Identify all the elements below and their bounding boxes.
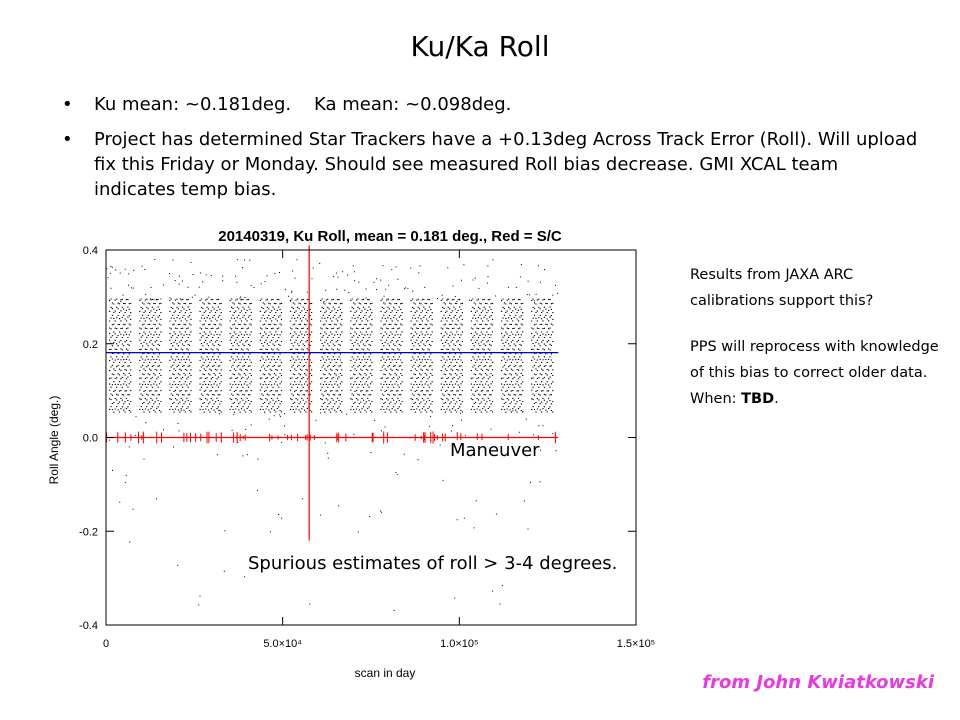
bullet-item: • Ku mean: ~0.181deg. Ka mean: ~0.098deg… xyxy=(62,92,922,117)
x-tick-label: 0 xyxy=(103,638,109,650)
bullet-text: Ku mean: ~0.181deg. Ka mean: ~0.098deg. xyxy=(94,94,512,115)
maneuver-label: Maneuver xyxy=(450,440,540,461)
series-lines xyxy=(106,245,559,541)
x-tick-label: 5.0×10⁴ xyxy=(263,638,302,650)
slide-title: Ku/Ka Roll xyxy=(410,30,550,63)
scatter-points xyxy=(106,259,559,611)
bullet-marker: • xyxy=(62,94,73,115)
credit-text: from John Kwiatkowski xyxy=(702,672,934,693)
y-tick-label: 0.2 xyxy=(83,339,98,351)
x-axis-label: scan in day xyxy=(355,666,416,680)
y-tick-label: 0.4 xyxy=(83,245,98,257)
y-tick-label: 0.0 xyxy=(83,433,98,445)
roll-chart: 20140319, Ku Roll, mean = 0.181 deg., Re… xyxy=(40,215,680,685)
y-tick-label: -0.2 xyxy=(79,526,98,538)
side-note-p1: Results from JAXA ARC calibrations suppo… xyxy=(690,267,874,309)
chart-title: 20140319, Ku Roll, mean = 0.181 deg., Re… xyxy=(218,228,562,245)
bullet-list: • Ku mean: ~0.181deg. Ka mean: ~0.098deg… xyxy=(62,92,922,212)
bullet-item: • Project has determined Star Trackers h… xyxy=(62,127,922,202)
x-tick-label: 1.0×10⁵ xyxy=(440,638,479,650)
ku-roll-band-points xyxy=(109,298,554,413)
bullet-marker: • xyxy=(62,129,73,150)
y-tick-label: -0.4 xyxy=(79,620,98,632)
bullet-text: Project has determined Star Trackers hav… xyxy=(94,129,918,200)
plot-axes: 0 5.0×10⁴ 1.0×10⁵ 1.5×10⁵ -0.4 -0.2 0.0 0.2 0.4 xyxy=(79,245,655,650)
side-note-tbd: TBD xyxy=(741,391,775,407)
spurious-note: Spurious estimates of roll > 3-4 degrees… xyxy=(248,553,618,574)
side-note: Results from JAXA ARC calibrations suppo… xyxy=(690,262,940,432)
ku-roll-outlier-points xyxy=(106,259,559,611)
roll-chart-svg: 20140319, Ku Roll, mean = 0.181 deg., Re… xyxy=(47,228,655,680)
x-tick-label: 1.5×10⁵ xyxy=(617,638,656,650)
side-note-p2-text: PPS will reprocess with knowledge of thi… xyxy=(690,339,939,407)
side-note-p2-end: . xyxy=(774,391,779,407)
y-axis-label: Roll Angle (deg.) xyxy=(47,396,61,485)
side-note-p2: PPS will reprocess with knowledge of thi… xyxy=(690,334,940,412)
